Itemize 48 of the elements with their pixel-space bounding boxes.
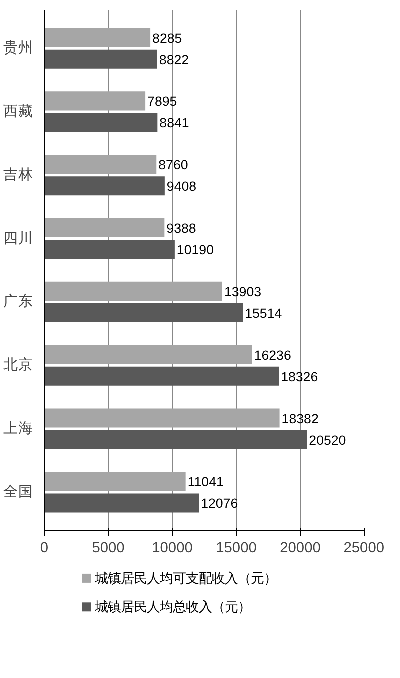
bar: [44, 218, 165, 238]
bar: [44, 240, 175, 260]
bar: [44, 430, 308, 450]
data-label: 18326: [281, 369, 318, 384]
bar: [44, 345, 252, 364]
y-tick-label: 西藏: [4, 102, 34, 120]
data-label: 8822: [159, 52, 190, 68]
data-label: 9408: [166, 179, 197, 194]
x-tick-label: 15000: [216, 540, 257, 556]
y-tick-label: 四川: [4, 230, 34, 247]
bar: [44, 282, 222, 301]
y-tick-label: 吉林: [4, 166, 34, 184]
data-label: 18382: [282, 411, 319, 426]
x-tick-label: 0: [40, 540, 49, 556]
bar: [44, 50, 158, 69]
x-tick-label: 10000: [152, 540, 193, 556]
x-tick-label: 25000: [344, 540, 385, 556]
data-label: 9388: [166, 221, 196, 236]
bar: [44, 113, 158, 132]
data-label: 8285: [152, 30, 182, 46]
y-tick-label: 贵州: [4, 40, 34, 57]
bar: [44, 28, 151, 48]
data-label: 7895: [148, 94, 178, 110]
data-label: 20520: [309, 432, 346, 448]
y-tick-label: 北京: [4, 356, 34, 374]
legend-label: 城镇居民人均总收入（元）: [94, 600, 251, 615]
y-tick-label: 广东: [4, 293, 34, 310]
data-label: 16236: [254, 348, 292, 363]
bar: [44, 92, 146, 111]
data-label: 8760: [158, 158, 188, 173]
data-label: 15514: [245, 306, 283, 321]
bar: [44, 472, 186, 492]
data-label: 10190: [176, 242, 214, 258]
y-tick-label: 上海: [4, 420, 34, 438]
legend-label: 城镇居民人均可支配收入（元）: [94, 570, 277, 586]
bar: [44, 494, 200, 513]
bar: [44, 366, 280, 386]
x-tick-label: 20000: [280, 540, 321, 556]
y-tick-label: 全国: [4, 483, 34, 500]
bar: [44, 176, 165, 196]
x-tick-label: 5000: [92, 540, 125, 556]
data-label: 12076: [201, 496, 238, 512]
data-label: 11041: [188, 474, 224, 490]
data-label: 8841: [160, 116, 190, 131]
bar: [44, 155, 157, 174]
bar: [44, 303, 244, 322]
data-label: 13903: [224, 284, 262, 300]
bar: [44, 408, 280, 428]
